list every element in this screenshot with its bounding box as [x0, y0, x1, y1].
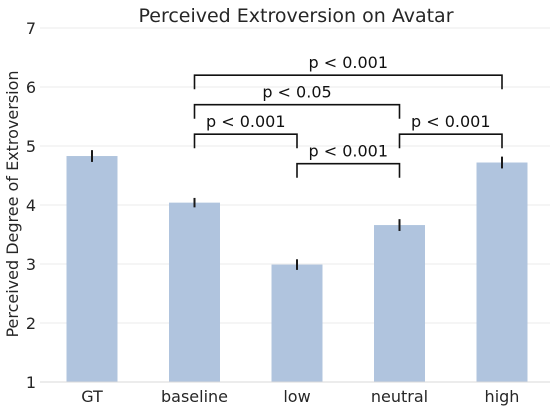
y-axis-label: Perceived Degree of Extroversion [3, 70, 22, 337]
x-tick-label: low [283, 387, 310, 406]
y-tick-label: 2 [26, 314, 36, 333]
significance-bracket: p < 0.001 [296, 142, 401, 178]
x-tick-label: high [485, 387, 520, 406]
bracket-line [193, 74, 503, 90]
y-tick-label: 1 [26, 373, 36, 392]
x-tick-label: baseline [161, 387, 228, 406]
chart-title: Perceived Extroversion on Avatar [138, 5, 453, 27]
bracket-line [296, 162, 401, 178]
x-tick-group: GT baseline low neutral high [81, 387, 519, 406]
significance-label: p < 0.001 [411, 112, 491, 131]
significance-bracket: p < 0.05 [193, 83, 401, 119]
y-tick-label: 5 [26, 137, 36, 156]
y-tick-label: 6 [26, 78, 36, 97]
y-tick-label: 3 [26, 255, 36, 274]
y-tick-group: 1 2 3 4 5 6 7 [26, 19, 36, 392]
significance-label: p < 0.05 [262, 83, 331, 102]
x-tick-label: neutral [371, 387, 428, 406]
bar-low [271, 264, 323, 382]
bar-neutral [374, 225, 425, 382]
y-tick-label: 4 [26, 196, 36, 215]
significance-bracket: p < 0.001 [398, 112, 503, 149]
error-bar-group [91, 150, 503, 270]
significance-label: p < 0.001 [308, 53, 388, 72]
bracket-line [398, 133, 503, 149]
significance-bracket: p < 0.001 [193, 53, 503, 90]
grid-lines [40, 27, 550, 383]
bar-gt [66, 156, 118, 382]
bar-group [66, 156, 528, 382]
significance-bracket: p < 0.001 [193, 112, 298, 149]
bracket-line [193, 133, 298, 149]
x-tick-label: GT [81, 387, 103, 406]
significance-group: p < 0.001 p < 0.001 p < 0.001 p < 0.05 p < 0… [193, 53, 503, 178]
significance-label: p < 0.001 [206, 112, 286, 131]
significance-label: p < 0.001 [308, 142, 388, 161]
bar-baseline [169, 202, 220, 382]
bar-high [476, 162, 528, 382]
y-tick-label: 7 [26, 19, 36, 38]
bracket-line [193, 103, 401, 119]
